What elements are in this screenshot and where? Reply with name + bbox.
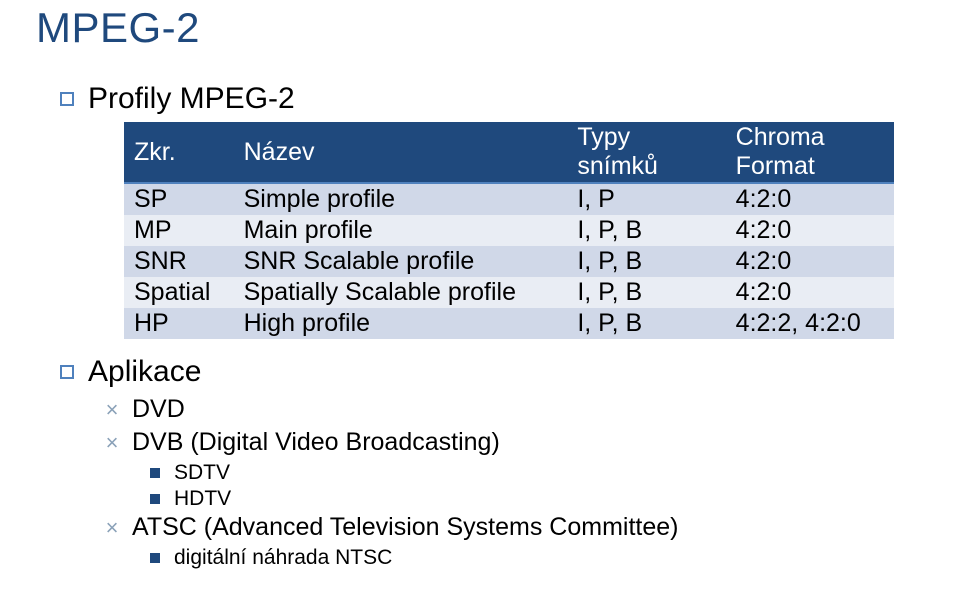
td: I, P: [567, 183, 725, 215]
td: 4:2:0: [726, 215, 894, 246]
th-chroma: Chroma Format: [726, 122, 894, 183]
table-header-row: Zkr. Název Typy snímků Chroma Format: [124, 122, 894, 183]
app-ntsc: digitální náhrada NTSC: [174, 546, 392, 570]
list-item: digitální náhrada NTSC: [150, 546, 910, 570]
square-bullet-icon: [60, 92, 74, 106]
td: 4:2:0: [726, 183, 894, 215]
table-row: Spatial Spatially Scalable profile I, P,…: [124, 277, 894, 308]
td: 4:2:0: [726, 277, 894, 308]
square-bullet-icon: [60, 365, 74, 379]
section-label-aplikace: Aplikace: [88, 355, 201, 389]
list-item: × DVB (Digital Video Broadcasting): [100, 428, 910, 457]
page-title: MPEG-2: [36, 4, 200, 52]
app-sdtv: SDTV: [174, 461, 230, 485]
table-row: HP High profile I, P, B 4:2:2, 4:2:0: [124, 308, 894, 339]
td: Spatially Scalable profile: [234, 277, 568, 308]
td: SNR: [124, 246, 234, 277]
td: Spatial: [124, 277, 234, 308]
td: HP: [124, 308, 234, 339]
app-atsc: ATSC (Advanced Television Systems Commit…: [132, 513, 678, 542]
applications-list: × DVD × DVB (Digital Video Broadcasting)…: [100, 395, 910, 570]
td: I, P, B: [567, 246, 725, 277]
list-item: × DVD: [100, 395, 910, 424]
table-row: SP Simple profile I, P 4:2:0: [124, 183, 894, 215]
app-hdtv: HDTV: [174, 487, 231, 511]
th-zkr: Zkr.: [124, 122, 234, 183]
section-label-profily: Profily MPEG-2: [88, 82, 295, 116]
app-dvb: DVB (Digital Video Broadcasting): [132, 428, 500, 457]
td: Simple profile: [234, 183, 568, 215]
x-bullet-icon: ×: [100, 397, 124, 423]
dot-bullet-icon: [150, 553, 160, 563]
x-bullet-icon: ×: [100, 430, 124, 456]
td: I, P, B: [567, 277, 725, 308]
dot-bullet-icon: [150, 468, 160, 478]
dot-bullet-icon: [150, 494, 160, 504]
table-body: SP Simple profile I, P 4:2:0 MP Main pro…: [124, 183, 894, 339]
th-typy: Typy snímků: [567, 122, 725, 183]
profiles-table: Zkr. Název Typy snímků Chroma Format SP …: [124, 122, 894, 339]
app-dvd: DVD: [132, 395, 185, 424]
td: 4:2:2, 4:2:0: [726, 308, 894, 339]
td: I, P, B: [567, 308, 725, 339]
th-nazev: Název: [234, 122, 568, 183]
content-area: Profily MPEG-2 Zkr. Název Typy snímků Ch…: [60, 82, 910, 572]
td: Main profile: [234, 215, 568, 246]
td: 4:2:0: [726, 246, 894, 277]
td: SNR Scalable profile: [234, 246, 568, 277]
td: I, P, B: [567, 215, 725, 246]
table-row: MP Main profile I, P, B 4:2:0: [124, 215, 894, 246]
td: High profile: [234, 308, 568, 339]
dvb-sublist: SDTV HDTV: [150, 461, 910, 511]
list-item: × ATSC (Advanced Television Systems Comm…: [100, 513, 910, 542]
td: MP: [124, 215, 234, 246]
td: SP: [124, 183, 234, 215]
section-profily: Profily MPEG-2: [60, 82, 910, 116]
x-bullet-icon: ×: [100, 515, 124, 541]
section-aplikace: Aplikace: [60, 355, 910, 389]
list-item: SDTV: [150, 461, 910, 485]
table-row: SNR SNR Scalable profile I, P, B 4:2:0: [124, 246, 894, 277]
list-item: HDTV: [150, 487, 910, 511]
atsc-sublist: digitální náhrada NTSC: [150, 546, 910, 570]
